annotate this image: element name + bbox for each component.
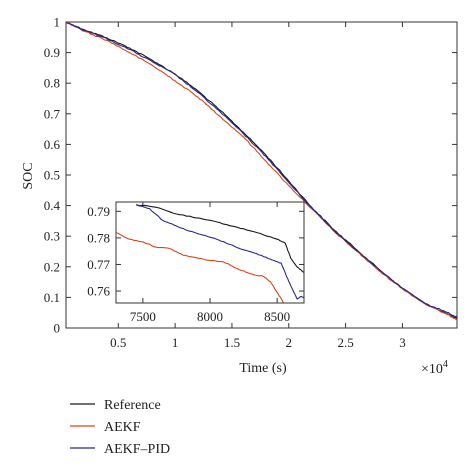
x-axis-label: Time (s) [239,361,287,376]
y-tick-label: 0.77 [87,257,110,272]
x-axis-multiplier-exponent: 4 [443,359,448,370]
x-tick-label: 3 [399,335,406,350]
x-tick-label: 8000 [197,309,223,324]
x-tick-label: 1.5 [224,335,240,350]
main-series-lines [66,22,457,320]
y-tick-label: 0.9 [44,45,60,60]
y-tick-label: 0.5 [44,168,60,183]
series-line-aekf-pid [66,22,457,318]
x-tick-label: 2 [286,335,293,350]
legend-label-aekf: AEKF [104,420,141,435]
x-tick-label: 7500 [130,309,156,324]
y-tick-label: 0.1 [44,290,60,305]
main-axis-ticks: 0.5 1 1.5 2 2.5 3 0 0.1 0.2 0.3 0.4 0.5 0.6 0.7 0.8 0.9… [44,15,457,350]
series-line-reference [135,204,304,273]
y-axis-label: SOC [21,162,36,189]
inset-axis-ticks: 7500 8000 8500 0.76 0.77 0.78 0.79 [87,202,304,324]
x-tick-label: 1 [172,335,179,350]
x-tick-label: 0.5 [110,335,126,350]
legend-label-aekf-pid: AEKF–PID [104,442,170,457]
y-tick-label: 0.79 [87,204,110,219]
x-axis-multiplier: ×104 [421,359,448,377]
x-tick-label: 8500 [264,309,290,324]
y-tick-label: 0.3 [44,229,60,244]
y-tick-label: 1 [54,15,61,30]
series-line-aekf [116,232,285,303]
y-tick-label: 0.78 [87,230,110,245]
y-tick-label: 0.4 [44,198,61,213]
y-tick-label: 0.8 [44,76,60,91]
y-tick-label: 0.6 [44,137,61,152]
y-tick-label: 0.7 [44,106,61,121]
x-tick-label: 2.5 [337,335,353,350]
inset-series-lines [116,204,304,303]
y-tick-label: 0.2 [44,259,60,274]
series-line-aekf-pid [135,204,304,300]
y-tick-label: 0.76 [87,284,110,299]
legend: Reference AEKF AEKF–PID [70,398,170,457]
legend-label-reference: Reference [104,398,161,413]
inset-plot-frame [115,201,305,304]
y-tick-label: 0 [54,321,61,336]
